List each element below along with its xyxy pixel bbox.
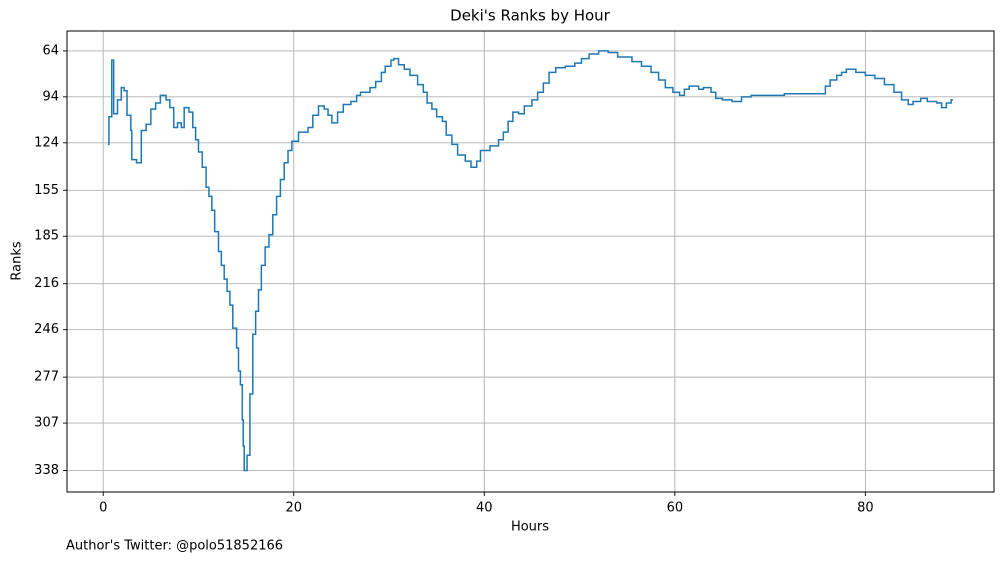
y-tick-label: 216 bbox=[34, 276, 59, 291]
x-tick-label: 40 bbox=[476, 501, 493, 516]
x-axis-label: Hours bbox=[511, 520, 549, 535]
chart-title: Deki's Ranks by Hour bbox=[450, 7, 611, 25]
y-axis-label: Ranks bbox=[10, 241, 25, 280]
y-tick-label: 307 bbox=[34, 416, 59, 431]
y-tick-label: 124 bbox=[34, 135, 59, 150]
y-tick-label: 94 bbox=[42, 89, 59, 104]
footnote: Author's Twitter: @polo51852166 bbox=[66, 539, 283, 554]
y-tick-label: 277 bbox=[34, 370, 59, 385]
y-tick-label: 64 bbox=[42, 43, 59, 58]
y-tick-label: 338 bbox=[34, 463, 59, 478]
x-tick-label: 0 bbox=[99, 501, 107, 516]
x-tick-label: 20 bbox=[285, 501, 302, 516]
y-tick-label: 246 bbox=[34, 322, 59, 337]
y-tick-label: 155 bbox=[34, 183, 59, 198]
rank-line bbox=[107, 50, 954, 472]
y-tick-label: 185 bbox=[34, 229, 59, 244]
x-tick-label: 60 bbox=[667, 501, 684, 516]
plot-frame bbox=[66, 30, 995, 493]
x-tick-label: 80 bbox=[857, 501, 874, 516]
